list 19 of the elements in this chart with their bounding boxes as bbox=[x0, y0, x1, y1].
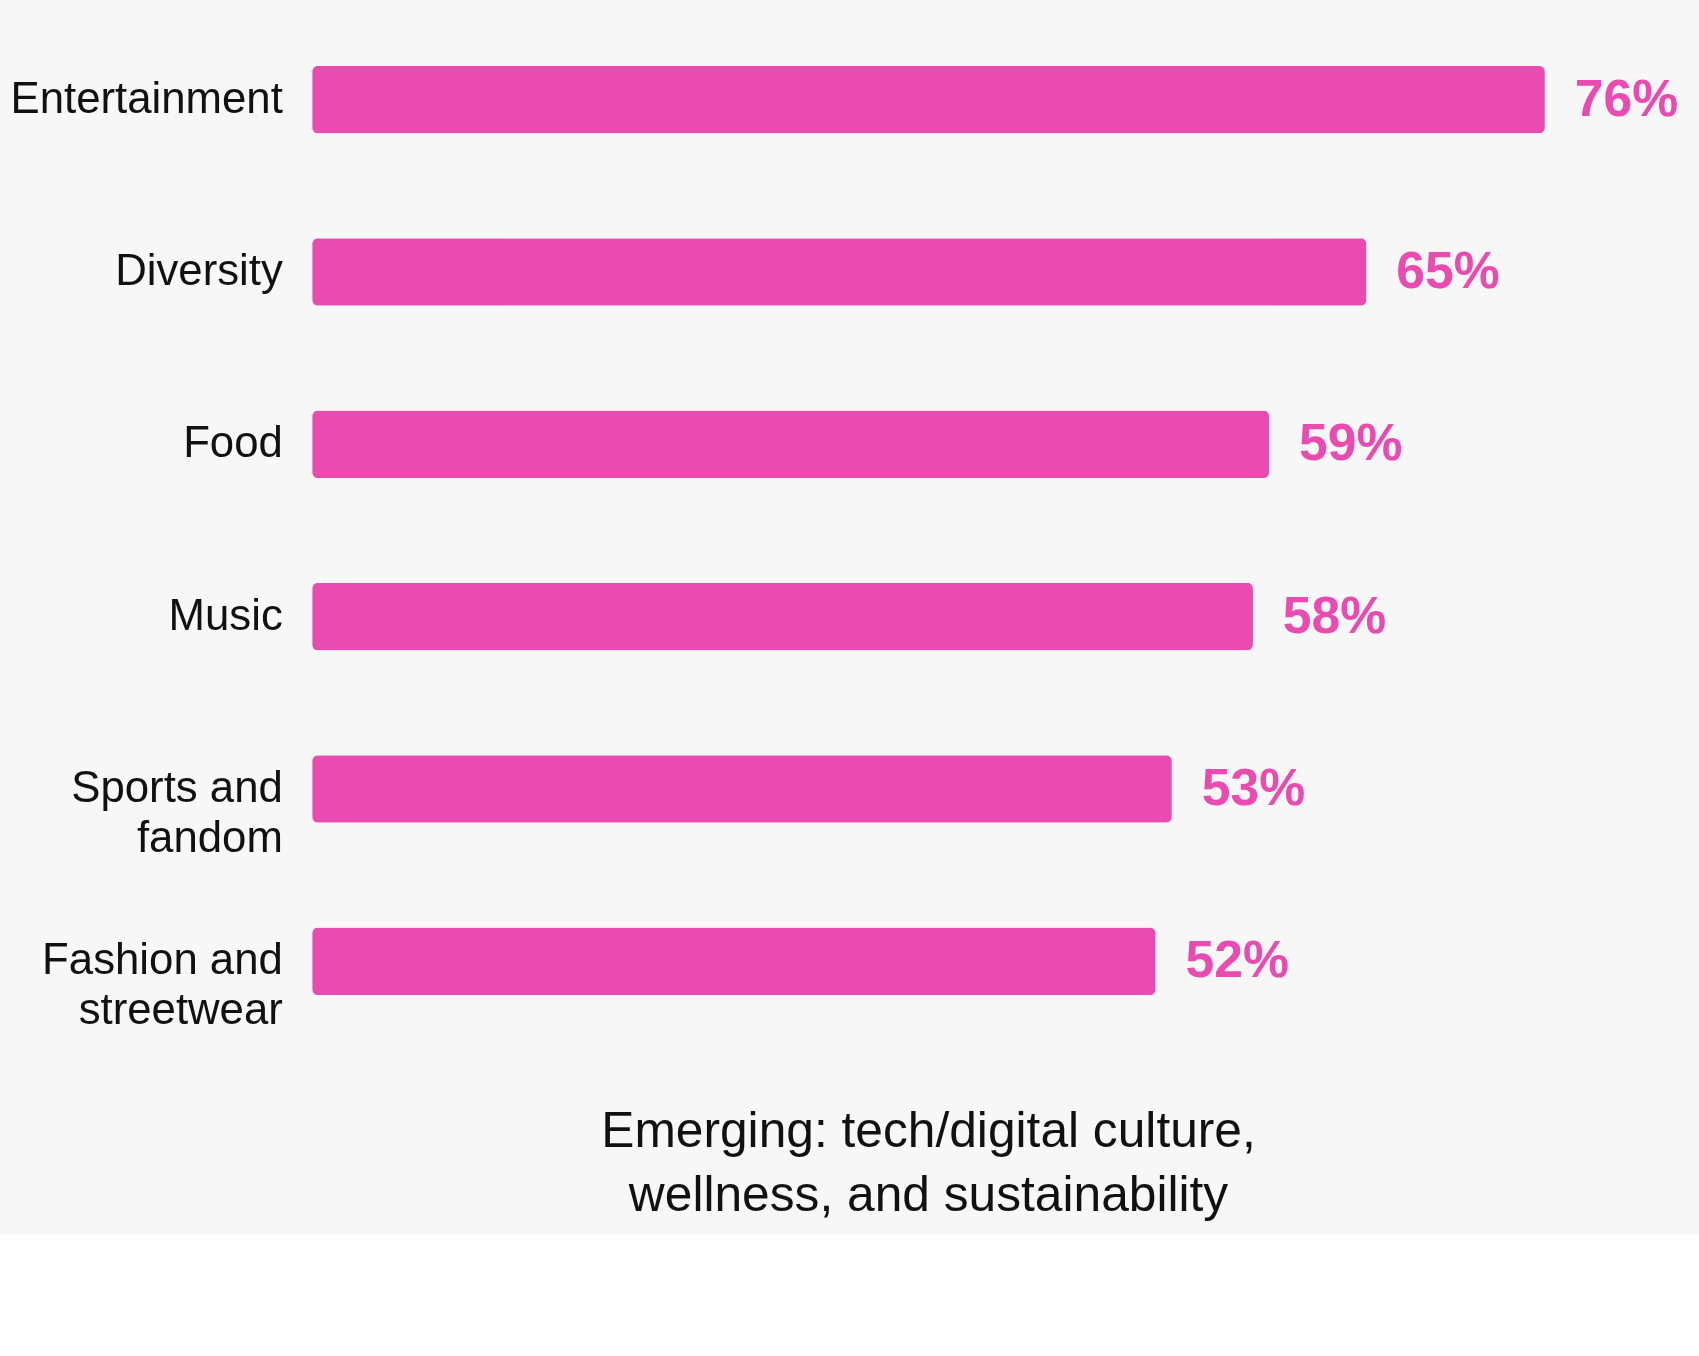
bar bbox=[312, 755, 1172, 823]
bar bbox=[312, 582, 1253, 651]
y-tick-label: Diversity bbox=[115, 244, 283, 294]
data-label: 65% bbox=[1396, 240, 1500, 299]
data-label: 52% bbox=[1185, 930, 1289, 989]
y-tick-label: Entertainment bbox=[10, 72, 283, 122]
data-label: 58% bbox=[1282, 585, 1387, 644]
bar bbox=[312, 927, 1156, 996]
y-tick-label: Food bbox=[183, 417, 283, 467]
text: Emerging: tech/digital culture, wellness, and sustainability bbox=[601, 1101, 1256, 1222]
y-tick-label: Fashion and streetwear bbox=[42, 934, 283, 1033]
data-label: 76% bbox=[1574, 68, 1679, 127]
bar bbox=[312, 410, 1270, 479]
bar bbox=[312, 238, 1367, 306]
y-tick-label: Music bbox=[168, 589, 283, 639]
data-label: 59% bbox=[1298, 413, 1403, 472]
y-tick-label: Sports and fandom bbox=[71, 761, 283, 861]
bar bbox=[312, 65, 1545, 134]
data-label: 53% bbox=[1201, 757, 1306, 816]
